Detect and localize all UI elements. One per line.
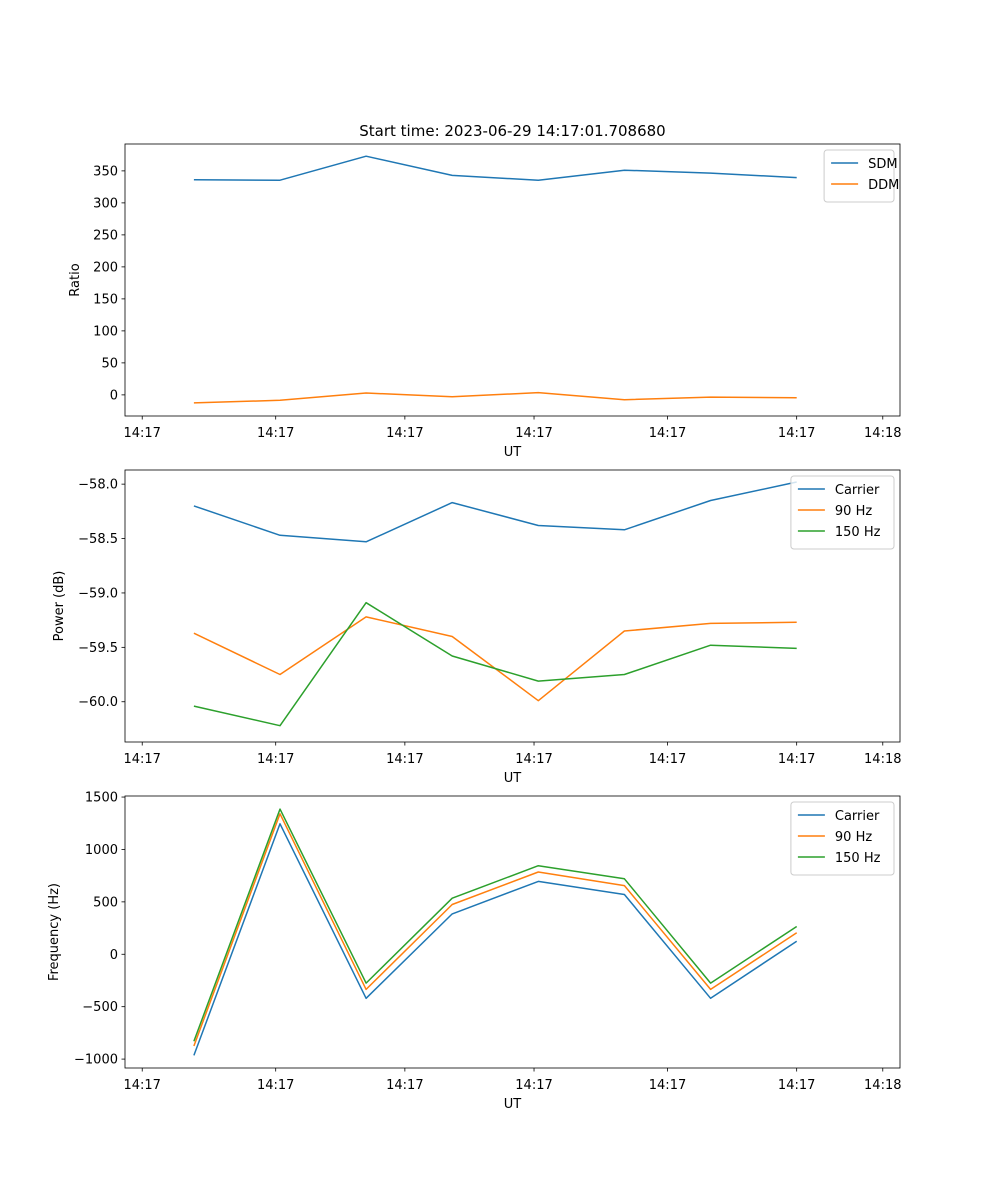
ratio-x-tick-label: 14:17 xyxy=(649,426,686,441)
ratio-legend-label-1: SDM xyxy=(868,157,897,172)
frequency-x-tick-label: 14:17 xyxy=(386,1078,423,1093)
power-x-tick-label: 14:17 xyxy=(778,752,815,767)
power-y-tick-label: −60.0 xyxy=(78,695,118,710)
power-x-tick-label: 14:17 xyxy=(123,752,160,767)
ratio-x-tick-label: 14:17 xyxy=(123,426,160,441)
figure-title: Start time: 2023-06-29 14:17:01.708680 xyxy=(359,122,665,140)
power-y-tick-label: −59.0 xyxy=(78,586,118,601)
frequency-series-line-3 xyxy=(193,808,798,1042)
power-x-tick-label: 14:17 xyxy=(515,752,552,767)
frequency-x-tick-label: 14:17 xyxy=(515,1078,552,1093)
power-y-tick-label: −58.5 xyxy=(78,532,118,547)
ratio-legend-label-2: DDM xyxy=(868,178,899,193)
frequency-legend-label-1: Carrier xyxy=(835,809,880,824)
power-series-line-3 xyxy=(193,601,797,727)
frequency-x-tick-label: 14:17 xyxy=(649,1078,686,1093)
ratio-y-tick-label: 150 xyxy=(93,292,118,307)
power-legend-label-1: Carrier xyxy=(835,483,880,498)
power-legend-label-2: 90 Hz xyxy=(835,504,872,519)
ratio-y-tick-label: 200 xyxy=(93,260,118,275)
frequency-y-tick-label: 500 xyxy=(93,895,118,910)
frequency-x-tick-label: 14:17 xyxy=(257,1078,294,1093)
frequency-y-tick-label: −1000 xyxy=(74,1053,118,1068)
ratio-x-tick-label: 14:17 xyxy=(778,426,815,441)
frequency-y-tick-label: 1500 xyxy=(85,791,118,806)
power-x-tick-label: 14:17 xyxy=(649,752,686,767)
power-x-axis-label: UT xyxy=(504,771,522,786)
power-x-tick-label: 14:17 xyxy=(257,752,294,767)
frequency-series-line-1 xyxy=(193,823,798,1056)
frequency-y-tick-label: 0 xyxy=(110,948,118,963)
ratio-series-line-1 xyxy=(193,155,797,181)
frequency-x-tick-label: 14:17 xyxy=(123,1078,160,1093)
ratio-x-tick-label: 14:17 xyxy=(257,426,294,441)
frequency-y-tick-label: 1000 xyxy=(85,843,118,858)
ratio-x-tick-label: 14:17 xyxy=(386,426,423,441)
power-y-tick-label: −58.0 xyxy=(78,478,118,493)
frequency-legend-label-3: 150 Hz xyxy=(835,851,881,866)
ratio-y-tick-label: 100 xyxy=(93,324,118,339)
frequency-legend-label-2: 90 Hz xyxy=(835,830,872,845)
power-x-tick-label: 14:17 xyxy=(386,752,423,767)
frequency-y-axis-label: Frequency (Hz) xyxy=(47,883,62,981)
ratio-y-tick-label: 350 xyxy=(93,164,118,179)
ratio-x-tick-label: 14:18 xyxy=(864,426,901,441)
power-y-axis-label: Power (dB) xyxy=(52,571,67,642)
ratio-y-tick-label: 50 xyxy=(101,356,118,371)
ratio-y-axis-label: Ratio xyxy=(68,263,83,296)
power-chart: 14:17 14:17 14:17 14:17 14:17 14:17 14:18 −60.0… xyxy=(52,469,902,786)
frequency-series-line-2 xyxy=(193,813,798,1047)
power-y-tick-label: −59.5 xyxy=(78,641,118,656)
ratio-x-tick-label: 14:17 xyxy=(515,426,552,441)
power-x-tick-label: 14:18 xyxy=(864,752,901,767)
frequency-x-axis-label: UT xyxy=(504,1097,522,1112)
power-series-line-1 xyxy=(193,481,797,543)
ratio-axes-frame xyxy=(124,143,901,417)
ratio-chart: 14:17 14:17 14:17 14:17 14:17 14:17 14:18 0 50 10… xyxy=(68,143,902,460)
frequency-chart: 14:17 14:17 14:17 14:17 14:17 14:17 14:18 −1000… xyxy=(47,791,902,1112)
frequency-axes-frame xyxy=(124,795,901,1069)
ratio-y-tick-label: 250 xyxy=(93,228,118,243)
ratio-y-tick-label: 0 xyxy=(110,388,118,403)
power-legend-label-3: 150 Hz xyxy=(835,525,881,540)
power-axes-frame xyxy=(124,469,901,743)
ratio-x-axis-label: UT xyxy=(504,445,522,460)
ratio-series-line-2 xyxy=(193,391,797,404)
frequency-x-tick-label: 14:18 xyxy=(864,1078,901,1093)
frequency-x-tick-label: 14:17 xyxy=(778,1078,815,1093)
ratio-y-tick-label: 300 xyxy=(93,196,118,211)
frequency-y-tick-label: −500 xyxy=(82,1000,118,1015)
